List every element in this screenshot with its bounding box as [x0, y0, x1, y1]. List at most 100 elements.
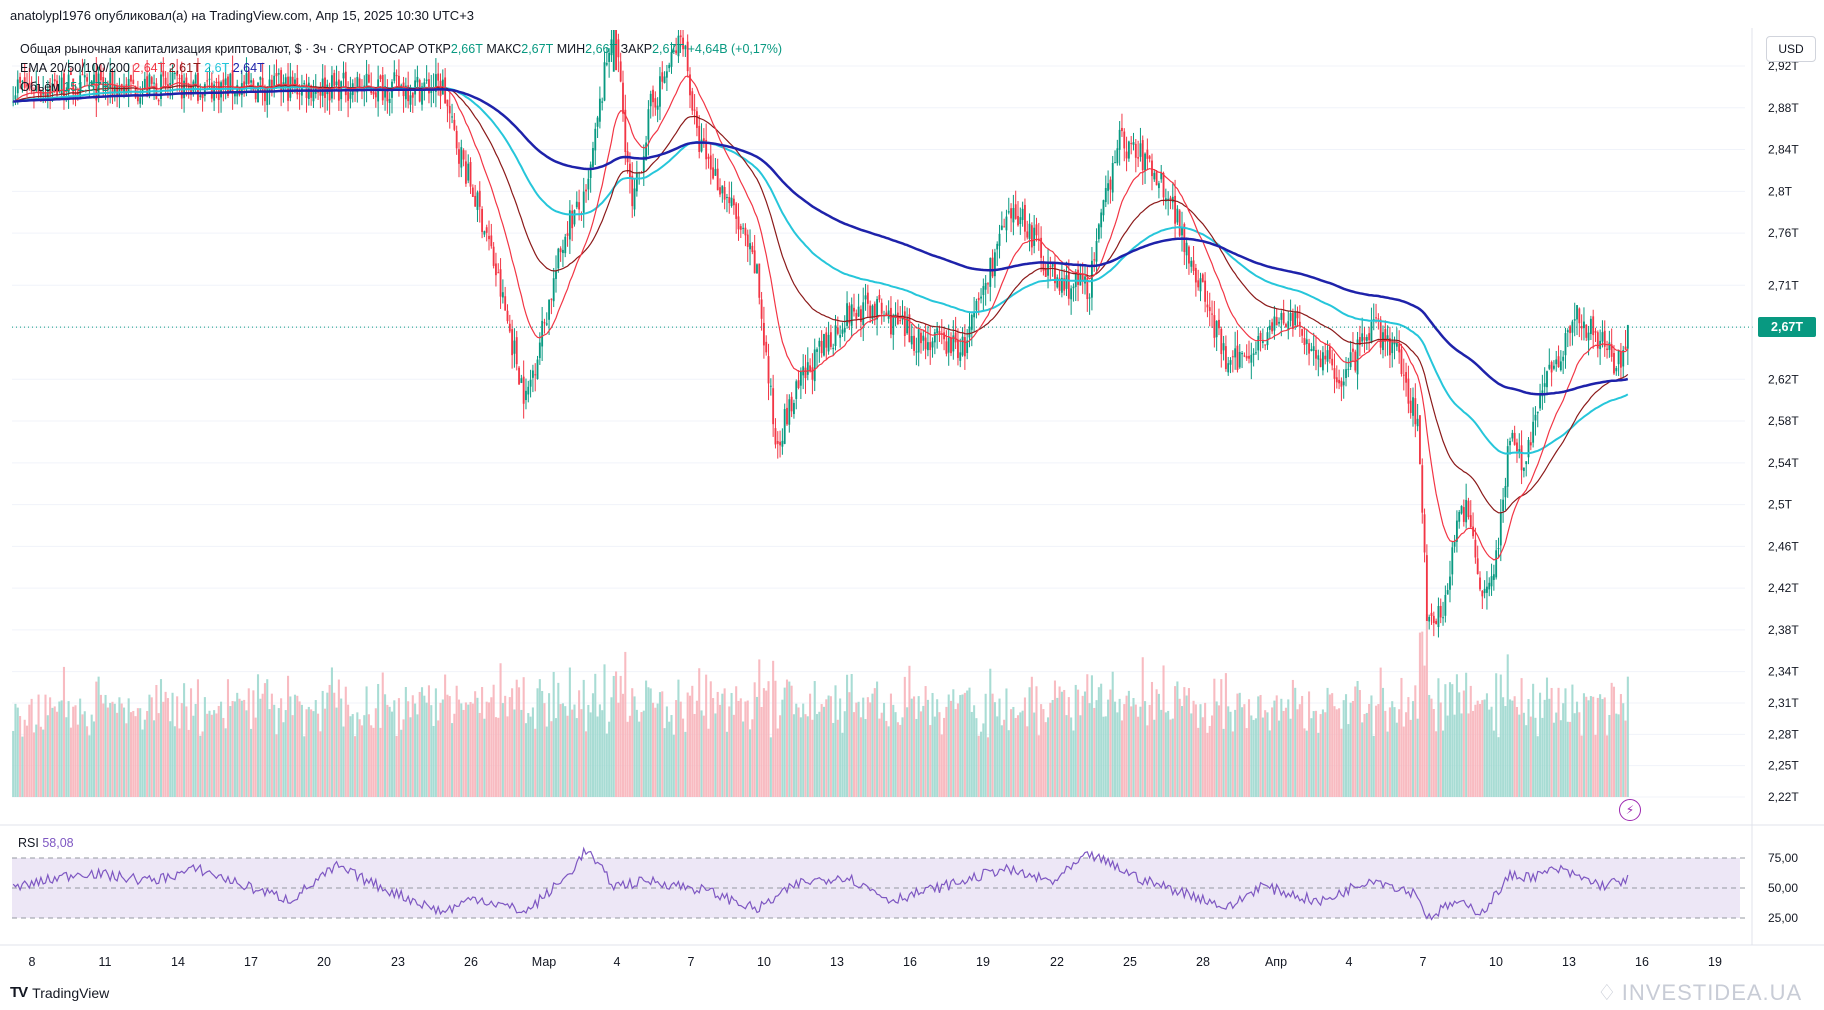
tradingview-brand[interactable]: TV TradingView	[10, 984, 109, 1001]
candle-body	[573, 210, 576, 225]
candle-body	[319, 91, 322, 96]
volume-bar	[206, 713, 209, 797]
volume-bar	[825, 699, 828, 797]
candle-body	[1400, 349, 1403, 375]
volume-bar	[32, 732, 35, 797]
volume-bar	[365, 686, 368, 797]
volume-bar	[1284, 707, 1288, 797]
volume-bar	[1610, 682, 1613, 797]
candle-body	[818, 340, 821, 347]
volume-bar	[319, 731, 322, 797]
candle-body	[968, 326, 971, 338]
volume-bar	[566, 715, 569, 797]
candle-body	[1375, 317, 1377, 319]
candle-body	[515, 337, 518, 365]
volume-bar	[661, 691, 664, 797]
volume-bar	[1268, 730, 1271, 797]
rsi-legend[interactable]: RSI 58,08	[18, 836, 74, 850]
ema-row[interactable]: EMA 20/50/100/200 2,64Т 2,61Т 2,6Т 2,64Т	[20, 59, 782, 78]
candle-body	[1504, 486, 1507, 498]
volume-bar	[314, 700, 317, 797]
candle-body	[772, 388, 775, 425]
candle-body	[1211, 313, 1213, 315]
candle-body	[970, 314, 973, 330]
volume-bar	[1462, 690, 1465, 797]
candle-body	[853, 307, 855, 312]
volume-bar	[1021, 710, 1024, 797]
volume-bar	[1236, 693, 1239, 797]
price-tick-label: 2,46Т	[1768, 539, 1799, 553]
volume-bar	[1580, 735, 1583, 797]
lightning-icon[interactable]: ⚡	[1619, 799, 1641, 821]
volume-bar	[949, 700, 953, 797]
candle-body	[136, 96, 139, 102]
volume-bar	[1005, 688, 1008, 797]
candle-body	[1294, 312, 1297, 326]
candle-body	[1305, 339, 1308, 345]
volume-bar	[402, 719, 405, 797]
candle-body	[495, 263, 497, 276]
candle-body	[760, 299, 763, 319]
candle-body	[555, 271, 557, 279]
volume-bar	[1194, 704, 1197, 797]
candle-body	[224, 78, 227, 85]
candle-body	[1206, 304, 1209, 308]
volume-bar	[1104, 716, 1107, 797]
volume-bar	[1423, 665, 1426, 797]
volume-bar	[584, 731, 588, 797]
candle-body	[982, 286, 985, 296]
volume-bar	[1569, 721, 1572, 797]
volume-bar	[1559, 720, 1562, 797]
volume-bar	[236, 692, 239, 797]
candle-body	[1594, 331, 1597, 333]
volume-bar	[596, 716, 599, 797]
volume-bar	[1338, 708, 1341, 797]
volume-bar	[702, 715, 705, 797]
candle-body	[1522, 467, 1525, 471]
candle-body	[1003, 226, 1006, 228]
volume-bar	[444, 674, 447, 797]
currency-button[interactable]: USD	[1766, 36, 1816, 62]
price-tick-label: 2,28Т	[1768, 727, 1799, 741]
symbol-row[interactable]: Общая рыночная капитализация криптовалют…	[20, 40, 782, 59]
candle-body	[834, 325, 837, 347]
volume-bar	[238, 698, 241, 797]
volume-bar	[173, 726, 176, 797]
candle-body	[1509, 440, 1511, 446]
candle-body	[592, 148, 594, 167]
volume-bar	[527, 713, 530, 797]
volume-bar	[171, 692, 174, 797]
change-value: +4,64B (+0,17%)	[687, 42, 783, 56]
candle-body	[776, 440, 779, 444]
candle-body	[1144, 153, 1146, 171]
candle-body	[966, 340, 969, 354]
candle-body	[903, 311, 906, 336]
candle-body	[862, 302, 865, 325]
volume-bar	[612, 675, 615, 797]
candle-body	[1268, 325, 1271, 330]
candle-body	[222, 79, 225, 87]
volume-bar	[1527, 699, 1530, 797]
volume-bar	[511, 688, 514, 797]
volume-bar	[776, 728, 779, 797]
volume-bar	[813, 681, 816, 797]
volume-bar	[14, 703, 17, 797]
volume-bar	[425, 702, 428, 797]
candle-body	[984, 282, 987, 290]
candle-body	[393, 72, 396, 81]
volume-bar	[337, 679, 340, 797]
candle-body	[1562, 356, 1565, 361]
candle-body	[349, 92, 352, 99]
volume-bar	[1388, 707, 1391, 797]
volume-bar	[829, 696, 832, 797]
candle-body	[1474, 539, 1477, 558]
volume-row[interactable]: Объём 151,67B	[20, 78, 782, 97]
volume-bar	[407, 701, 410, 797]
candle-body	[1345, 369, 1347, 379]
candle-body	[1617, 350, 1620, 365]
price-tick-label: 2,88Т	[1768, 101, 1799, 115]
candle-body	[1419, 415, 1421, 464]
date-tick-label: Апр	[1265, 955, 1287, 969]
volume-bar	[1573, 713, 1576, 797]
